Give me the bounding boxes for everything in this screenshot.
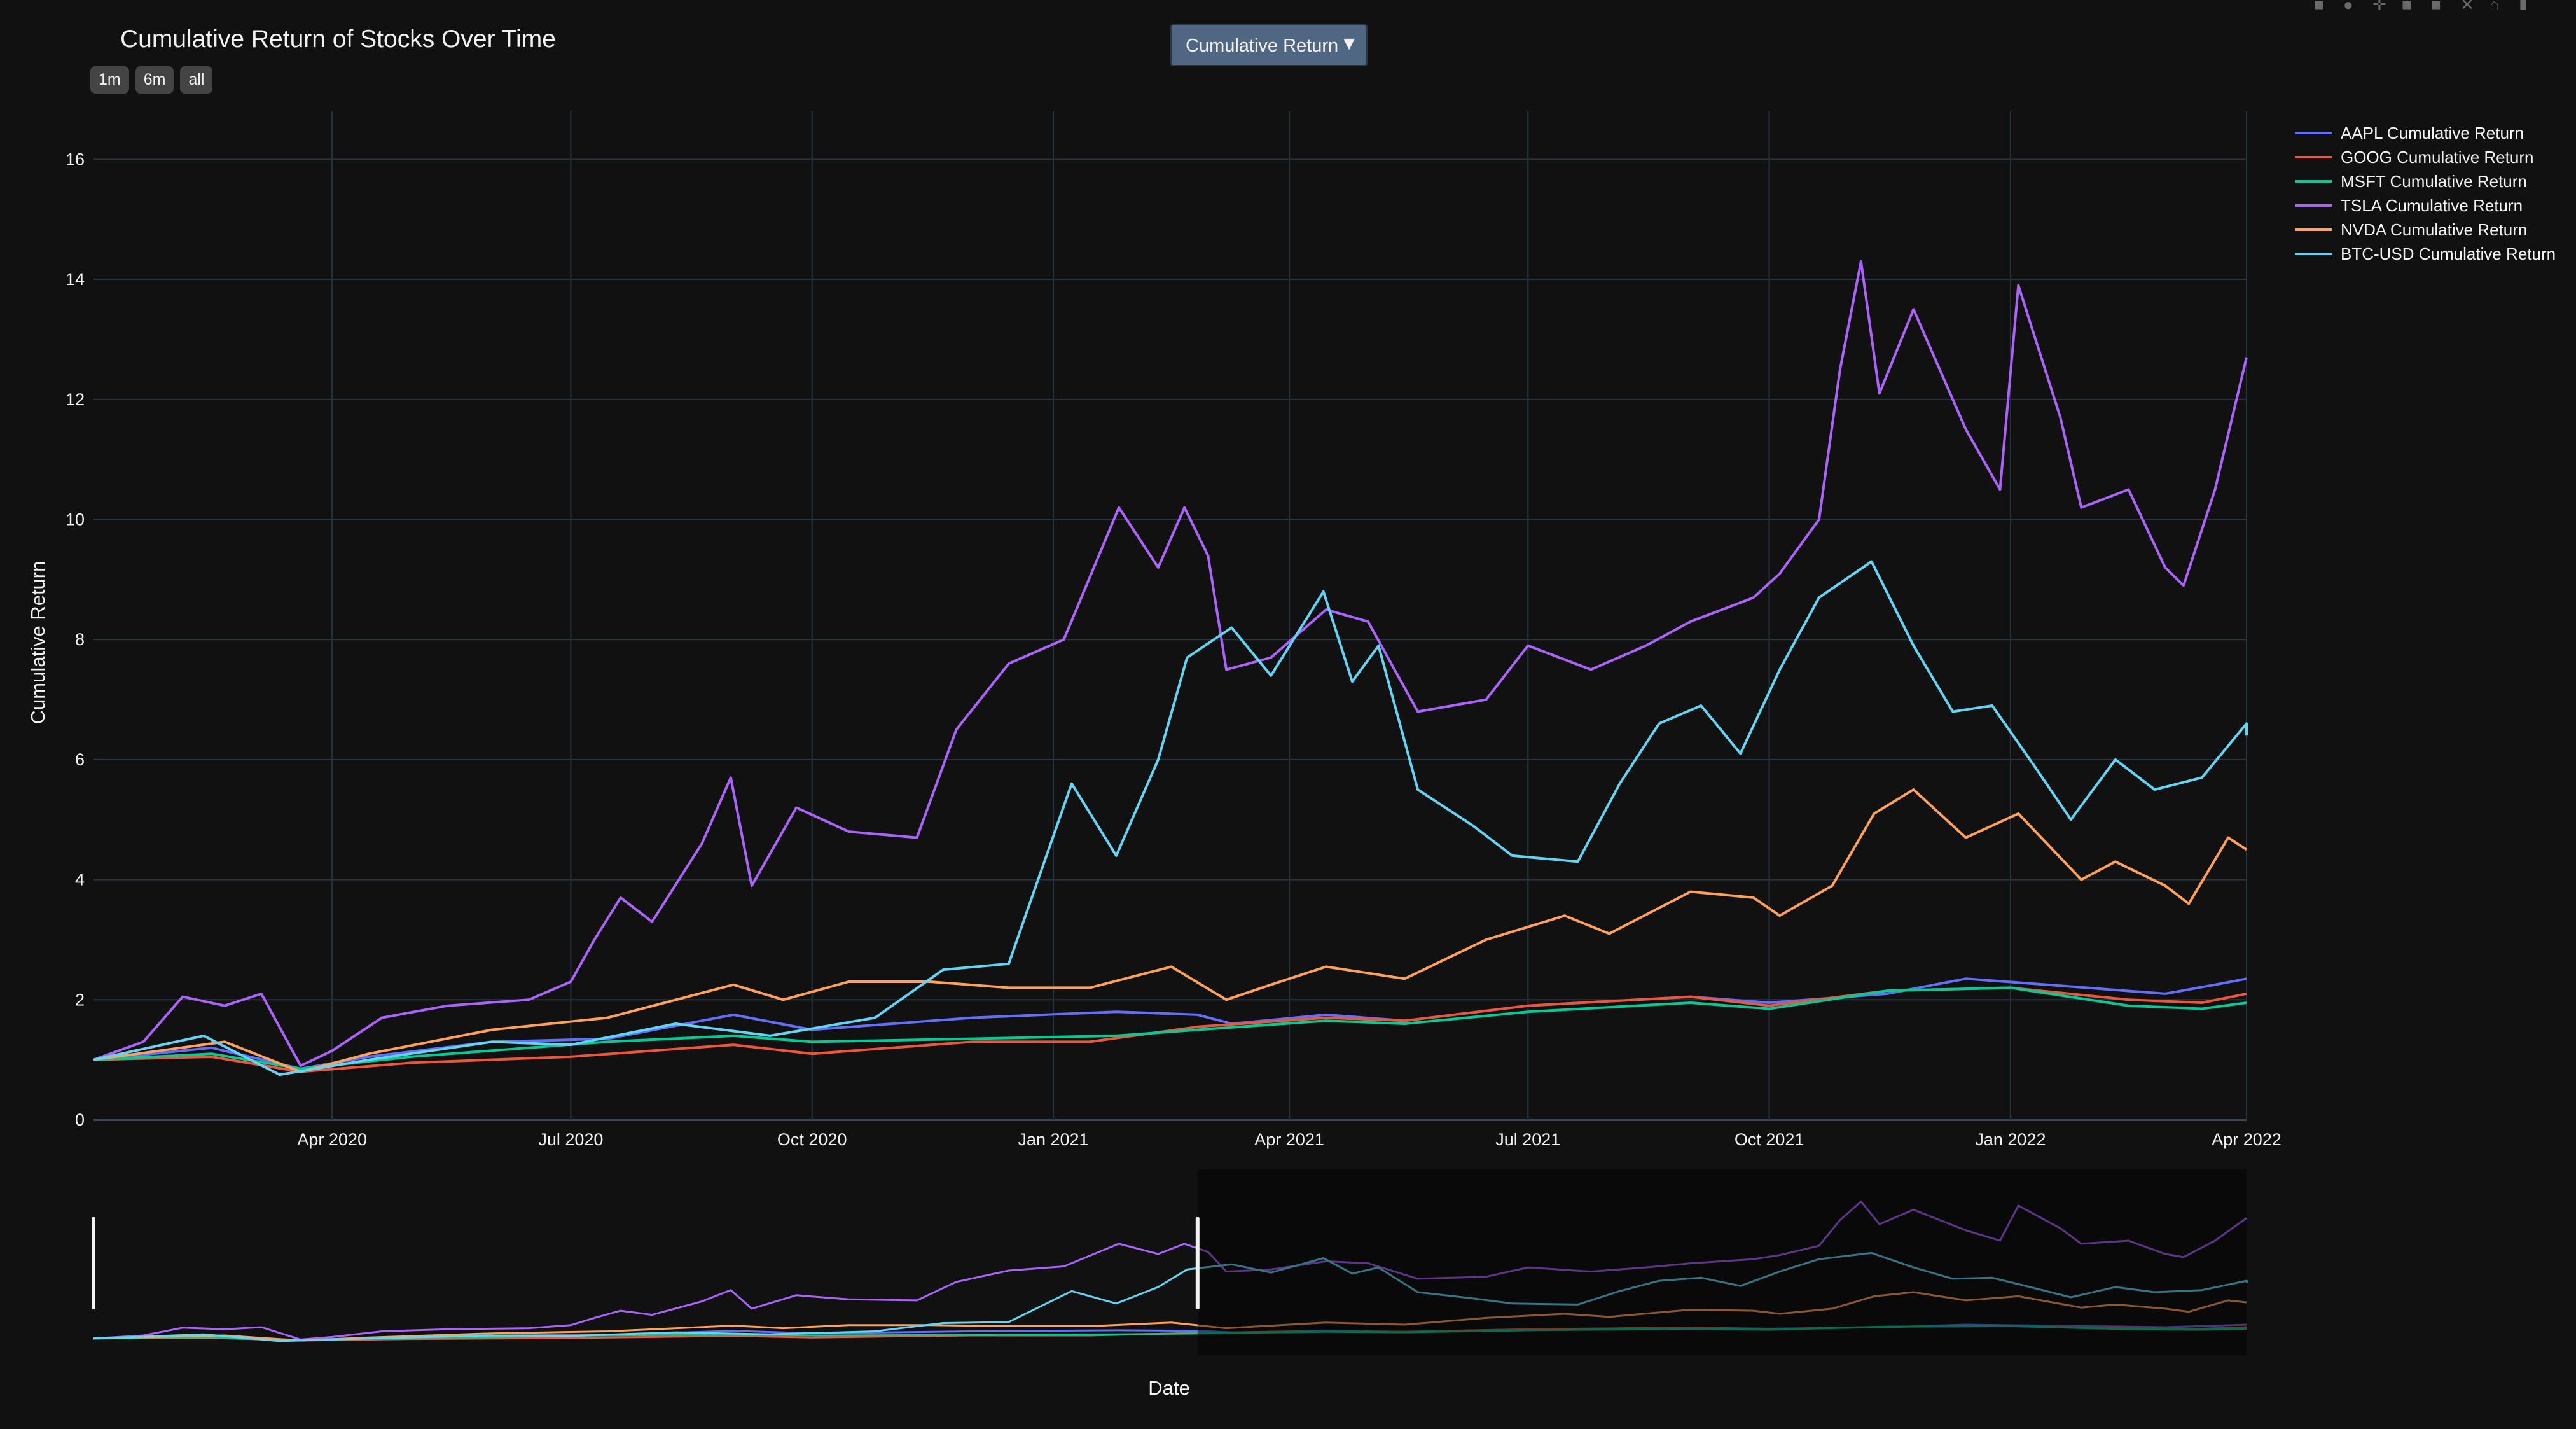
legend-label: AAPL Cumulative Return <box>2341 123 2524 143</box>
legend-swatch <box>2295 156 2332 158</box>
grid-layer <box>93 111 2247 1121</box>
x-tick-label: Apr 2022 <box>2212 1130 2282 1149</box>
slider-handle-right <box>1195 1217 1200 1309</box>
modebar: ■ ● ✛ ■ ■ ✕ ⌂ ▮ <box>2314 0 2538 10</box>
range-button-1m[interactable]: 1m <box>90 66 129 94</box>
legend-label: TSLA Cumulative Return <box>2341 195 2523 215</box>
x-tick-label: Jul 2020 <box>538 1130 603 1149</box>
series-line-2 <box>93 986 2247 1070</box>
camera-icon[interactable]: ■ <box>2314 0 2324 10</box>
chart-title: Cumulative Return of Stocks Over Time <box>120 25 556 53</box>
legend-item[interactable]: GOOG Cumulative Return <box>2295 145 2556 169</box>
y-tick-label: 10 <box>66 510 85 529</box>
x-tick-label: Jan 2022 <box>1975 1130 2046 1149</box>
legend-swatch <box>2295 132 2332 134</box>
y-axis-title: Cumulative Return <box>27 561 49 725</box>
legend-item[interactable]: AAPL Cumulative Return <box>2295 121 2556 145</box>
series-line-5 <box>93 560 2248 1077</box>
reset-icon[interactable]: ⌂ <box>2489 0 2500 10</box>
legend-swatch <box>2295 228 2332 231</box>
legend-label: BTC-USD Cumulative Return <box>2341 244 2556 263</box>
y-tick-label: 6 <box>75 750 85 769</box>
tick-labels: 0 2 4 6 8 10 12 14 16 Apr 2020 Jul 2020 Oct 2020 Jan… <box>66 150 2282 1149</box>
y-tick-label: 2 <box>75 990 85 1009</box>
series-line-3 <box>93 260 2248 1068</box>
legend-item[interactable]: MSFT Cumulative Return <box>2295 169 2556 193</box>
slider-handle-left <box>92 1217 95 1309</box>
chevron-down-icon: ▼ <box>1340 33 1359 54</box>
y-tick-label: 16 <box>66 150 85 169</box>
plotly-logo-icon[interactable]: ▮ <box>2519 0 2528 10</box>
legend-label: NVDA Cumulative Return <box>2341 220 2528 239</box>
legend-label: GOOG Cumulative Return <box>2341 147 2534 167</box>
zoom-icon[interactable]: ● <box>2343 0 2353 10</box>
y-tick-label: 8 <box>75 630 85 649</box>
range-selector: 1m 6m all <box>90 66 213 94</box>
x-tick-label: Jan 2021 <box>1018 1130 1088 1149</box>
legend-item[interactable]: TSLA Cumulative Return <box>2295 193 2556 218</box>
range-button-all[interactable]: all <box>180 66 213 94</box>
range-slider[interactable] <box>92 1169 2248 1355</box>
y-tick-label: 4 <box>75 870 85 889</box>
x-axis-title: Date <box>1148 1377 1189 1399</box>
x-tick-label: Jul 2021 <box>1495 1130 1560 1149</box>
y-tick-label: 0 <box>75 1110 85 1129</box>
legend: AAPL Cumulative Return GOOG Cumulative Re… <box>2295 121 2556 266</box>
legend-label: MSFT Cumulative Return <box>2341 171 2527 191</box>
y-tick-label: 12 <box>66 390 85 409</box>
y-tick-label: 14 <box>66 270 85 289</box>
slider-mask <box>1197 1169 2247 1355</box>
legend-swatch <box>2295 253 2332 255</box>
autoscale-icon[interactable]: ✕ <box>2460 0 2474 10</box>
legend-item[interactable]: BTC-USD Cumulative Return <box>2295 242 2556 266</box>
pan-icon[interactable]: ✛ <box>2372 0 2386 10</box>
slider-series-line-3 <box>93 1201 2247 1341</box>
legend-swatch <box>2295 204 2332 207</box>
zoom-in-icon[interactable]: ■ <box>2402 0 2412 10</box>
legend-swatch <box>2295 180 2332 183</box>
slider-series-line-4 <box>93 1291 2247 1342</box>
x-tick-label: Oct 2021 <box>1735 1130 1804 1149</box>
metric-dropdown[interactable]: Cumulative Return ▼ <box>1170 24 1368 66</box>
x-tick-label: Apr 2020 <box>297 1130 367 1149</box>
dropdown-label: Cumulative Return <box>1186 36 1339 56</box>
slider-series-line-5 <box>93 1251 2248 1342</box>
zoom-out-icon[interactable]: ■ <box>2431 0 2441 10</box>
series-lines <box>93 260 2248 1077</box>
x-tick-label: Apr 2021 <box>1254 1130 1324 1149</box>
legend-item[interactable]: NVDA Cumulative Return <box>2295 218 2556 242</box>
x-tick-label: Oct 2020 <box>777 1130 847 1149</box>
series-line-4 <box>93 788 2248 1073</box>
range-button-6m[interactable]: 6m <box>135 66 174 94</box>
